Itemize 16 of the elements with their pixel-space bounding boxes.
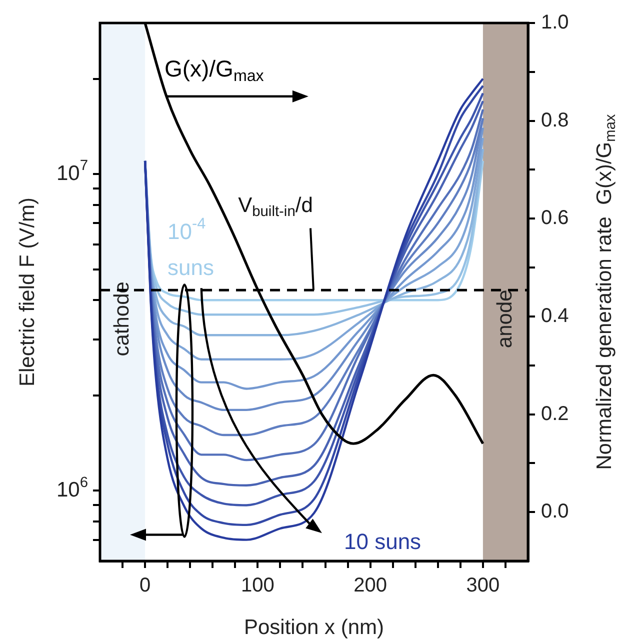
band-label: cathode — [110, 282, 134, 356]
y2-tick-label: 0.2 — [541, 402, 569, 425]
y2-tick-label: 0.0 — [541, 500, 569, 523]
x-tick-label: 100 — [240, 574, 274, 597]
x-tick-label: 200 — [354, 574, 388, 597]
y-axis-title: Electric field F (V/m) — [16, 197, 39, 387]
series-label: 10 suns — [344, 529, 422, 554]
y2-axis-title: Normalized generation rate G(x)/Gmax — [592, 113, 619, 470]
x-tick-label: 0 — [139, 574, 151, 597]
y2-tick-label: 0.4 — [541, 304, 569, 327]
y2-tick-label: 1.0 — [541, 12, 569, 34]
y2-tick-label: 0.8 — [541, 109, 569, 132]
x-axis-title: Position x (nm) — [244, 616, 384, 639]
y2-tick-label: 0.6 — [541, 207, 569, 230]
x-tick-label: 300 — [466, 574, 500, 597]
band-label: anode — [493, 290, 516, 348]
